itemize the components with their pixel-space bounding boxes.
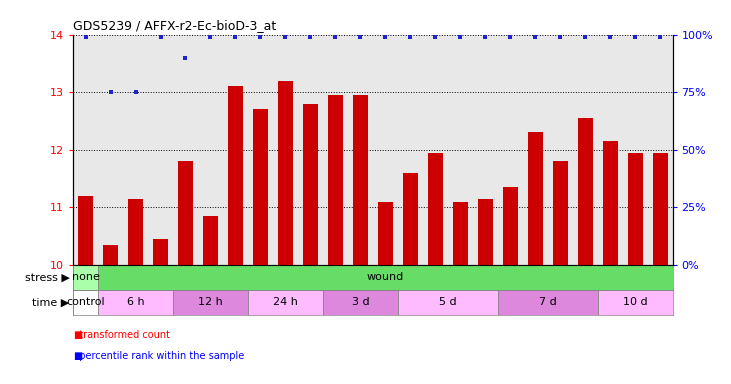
- Bar: [598, 290, 673, 315]
- Bar: [73, 290, 98, 315]
- Bar: [73, 265, 98, 290]
- Bar: [78, 196, 93, 265]
- Bar: [577, 118, 593, 265]
- Text: 10 d: 10 d: [623, 297, 648, 308]
- Text: 6 h: 6 h: [126, 297, 144, 308]
- Bar: [452, 202, 468, 265]
- Bar: [602, 141, 618, 265]
- Text: wound: wound: [367, 272, 404, 283]
- Text: stress ▶: stress ▶: [25, 272, 69, 283]
- Bar: [228, 86, 243, 265]
- Bar: [323, 290, 398, 315]
- Text: control: control: [67, 297, 105, 308]
- Text: 5 d: 5 d: [439, 297, 457, 308]
- Text: ■: ■: [73, 351, 83, 361]
- Bar: [248, 290, 323, 315]
- Bar: [503, 187, 518, 265]
- Bar: [498, 290, 598, 315]
- Bar: [327, 95, 343, 265]
- Bar: [98, 290, 173, 315]
- Bar: [173, 290, 248, 315]
- Bar: [627, 153, 643, 265]
- Bar: [378, 202, 393, 265]
- Bar: [528, 132, 542, 265]
- Bar: [478, 199, 493, 265]
- Bar: [428, 153, 443, 265]
- Bar: [178, 161, 193, 265]
- Bar: [103, 245, 118, 265]
- Bar: [403, 173, 417, 265]
- Text: ■: ■: [73, 330, 83, 340]
- Bar: [278, 81, 293, 265]
- Bar: [153, 239, 168, 265]
- Bar: [553, 161, 567, 265]
- Text: time ▶: time ▶: [32, 297, 69, 308]
- Bar: [353, 95, 368, 265]
- Text: 12 h: 12 h: [198, 297, 223, 308]
- Bar: [253, 109, 268, 265]
- Bar: [128, 199, 143, 265]
- Text: percentile rank within the sample: percentile rank within the sample: [73, 351, 244, 361]
- Text: 24 h: 24 h: [273, 297, 298, 308]
- Text: 7 d: 7 d: [539, 297, 556, 308]
- Bar: [203, 216, 218, 265]
- Text: 3 d: 3 d: [352, 297, 369, 308]
- Text: none: none: [72, 272, 99, 283]
- Bar: [398, 290, 498, 315]
- Bar: [653, 153, 667, 265]
- Text: transformed count: transformed count: [73, 330, 170, 340]
- Text: GDS5239 / AFFX-r2-Ec-bioD-3_at: GDS5239 / AFFX-r2-Ec-bioD-3_at: [73, 19, 276, 32]
- Bar: [303, 104, 318, 265]
